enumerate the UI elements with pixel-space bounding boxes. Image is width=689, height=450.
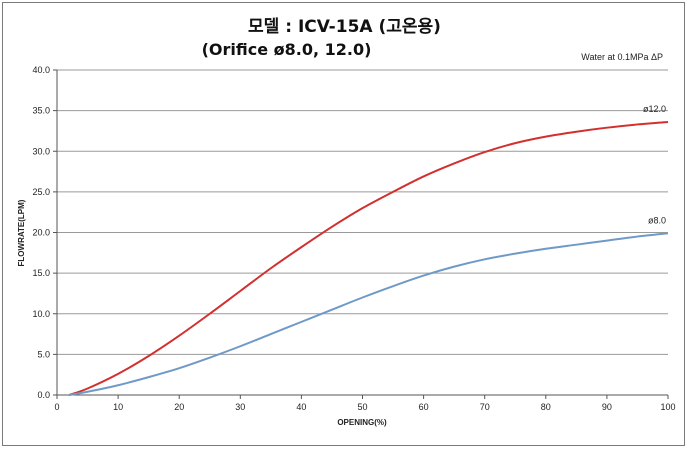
y-tick-label: 0.0 <box>37 390 50 400</box>
y-tick-label: 5.0 <box>37 349 50 359</box>
x-tick-label: 80 <box>541 402 551 412</box>
x-tick-label: 20 <box>174 402 184 412</box>
x-tick-label: 50 <box>357 402 367 412</box>
chart-subtitle: (Orifice ø8.0, 12.0) <box>201 40 372 59</box>
grid-lines <box>57 69 668 355</box>
y-axis-title: FLOWRATE(LPM) <box>17 199 26 266</box>
chart-title: 모델 : ICV-15A (고온용) <box>248 17 441 37</box>
chart-frame <box>2 2 685 446</box>
x-tick-label: 40 <box>296 402 306 412</box>
y-tick-label: 40.0 <box>32 65 50 75</box>
x-tick-label: 70 <box>480 402 490 412</box>
series-labels: ø12.0 ø8.0 <box>643 104 666 225</box>
x-tick-label: 60 <box>419 402 429 412</box>
y-tick-label: 30.0 <box>32 146 50 156</box>
x-tick-label: 90 <box>602 402 612 412</box>
y-tick-label: 25.0 <box>32 187 50 197</box>
axes <box>53 69 669 399</box>
y-tick-label: 10.0 <box>32 309 50 319</box>
x-axis-title: OPENING(%) <box>337 418 387 427</box>
y-tick-label: 35.0 <box>32 106 50 116</box>
series-lines <box>68 121 669 396</box>
x-tick-label: 30 <box>235 402 245 412</box>
series-label-orifice-12-0: ø12.0 <box>643 104 666 114</box>
x-tick-labels: 0 10 20 30 40 50 60 70 80 90 100 <box>54 402 675 412</box>
x-tick-label: 100 <box>660 402 675 412</box>
y-tick-label: 20.0 <box>32 228 50 238</box>
series-label-orifice-8-0: ø8.0 <box>648 215 666 225</box>
x-tick-label: 10 <box>113 402 123 412</box>
test-condition-note: Water at 0.1MPa ΔP <box>581 52 663 62</box>
series-line-orifice-8-0 <box>69 232 669 396</box>
y-tick-label: 15.0 <box>32 268 50 278</box>
series-line-orifice-12-0 <box>68 121 669 396</box>
y-tick-labels: 0.0 5.0 10.0 15.0 20.0 25.0 30.0 35.0 40.0 <box>32 65 50 400</box>
x-tick-label: 0 <box>54 402 59 412</box>
